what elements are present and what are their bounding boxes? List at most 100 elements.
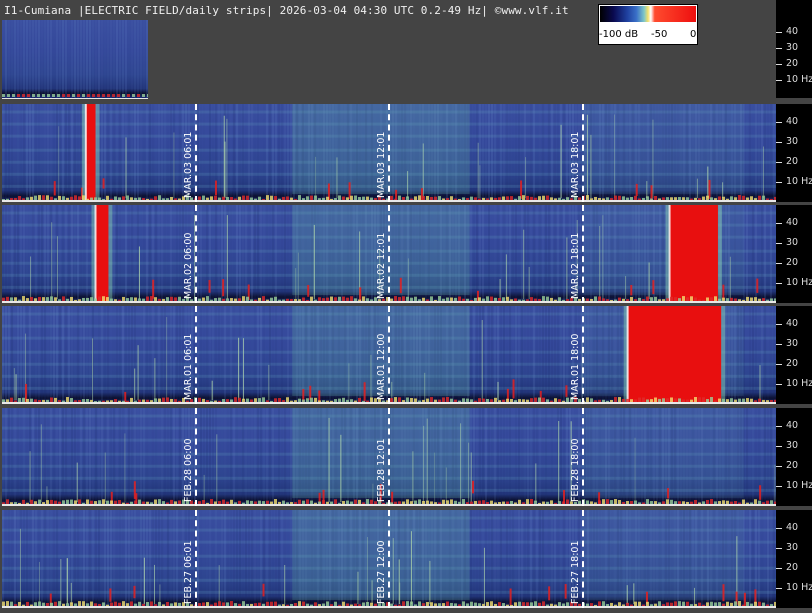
- baseline-noise: [42, 602, 45, 607]
- texture-streak: [674, 510, 676, 608]
- baseline-noise: [642, 197, 645, 201]
- texture-streak: [440, 408, 442, 506]
- texture-streak: [431, 408, 433, 506]
- baseline-noise: [278, 398, 281, 403]
- texture-streak: [773, 408, 775, 506]
- texture-streak: [92, 205, 94, 303]
- baseline-noise: [666, 602, 669, 607]
- texture-streak: [470, 205, 472, 303]
- texture-streak: [662, 408, 664, 506]
- baseline-noise: [626, 398, 629, 403]
- baseline-noise: [722, 196, 725, 201]
- hour-marker: [194, 306, 199, 404]
- texture-streak: [353, 205, 355, 303]
- baseline-noise: [594, 502, 597, 505]
- texture-streak: [563, 306, 565, 404]
- texture-streak: [14, 20, 16, 98]
- texture-streak: [269, 104, 271, 202]
- baseline-noise: [106, 195, 109, 201]
- baseline-noise: [602, 601, 605, 607]
- baseline-noise: [122, 196, 125, 201]
- red-spike: [262, 583, 265, 597]
- texture-streak: [593, 104, 595, 202]
- baseline-noise: [726, 601, 729, 607]
- texture-streak: [233, 205, 235, 303]
- baseline-noise: [74, 400, 77, 403]
- texture-streak: [488, 104, 490, 202]
- baseline-noise: [117, 94, 120, 97]
- texture-streak: [254, 104, 256, 202]
- baseline-noise: [466, 603, 469, 607]
- texture-streak: [80, 306, 82, 404]
- texture-streak: [107, 510, 109, 608]
- baseline-noise: [446, 500, 449, 505]
- baseline-noise: [682, 399, 685, 403]
- texture-streak: [644, 510, 646, 608]
- texture-streak: [131, 306, 133, 404]
- baseline-noise: [682, 296, 685, 302]
- baseline-noise: [126, 298, 129, 302]
- baseline-noise: [394, 296, 397, 302]
- baseline-noise: [438, 399, 441, 403]
- baseline-noise: [346, 500, 349, 505]
- texture-streak: [119, 104, 121, 202]
- texture-streak: [269, 306, 271, 404]
- baseline-noise: [434, 299, 437, 302]
- texture-streak: [386, 104, 388, 202]
- texture-streak: [542, 104, 544, 202]
- baseline-noise: [330, 296, 333, 302]
- texture-streak: [617, 104, 619, 202]
- baseline-noise: [518, 196, 521, 201]
- baseline-noise: [386, 602, 389, 607]
- impulse-burst: [60, 559, 62, 604]
- texture-streak: [5, 104, 7, 202]
- baseline-noise: [126, 603, 129, 607]
- texture-streak: [584, 306, 586, 404]
- texture-streak: [743, 104, 745, 202]
- time-label: MAR.03 06:01: [182, 131, 194, 198]
- baseline-noise: [134, 197, 137, 201]
- texture-streak: [272, 510, 274, 608]
- texture-streak: [545, 104, 547, 202]
- current-day-baseline: [2, 98, 148, 99]
- baseline-noise: [62, 296, 65, 302]
- texture-streak: [128, 306, 130, 404]
- baseline-noise: [330, 604, 333, 607]
- texture-streak: [113, 306, 115, 404]
- texture-streak: [545, 510, 547, 608]
- impulse-burst: [124, 433, 126, 502]
- baseline-noise: [770, 500, 773, 505]
- texture-streak: [20, 510, 22, 608]
- red-spike: [509, 588, 512, 606]
- texture-streak: [125, 408, 127, 506]
- baseline-noise: [314, 195, 317, 201]
- texture-streak: [365, 306, 367, 404]
- baseline-noise: [130, 197, 133, 201]
- texture-streak: [437, 205, 439, 303]
- impulse-burst: [359, 231, 361, 299]
- current-day-strip: [2, 20, 148, 98]
- texture-streak: [68, 205, 70, 303]
- impulse-burst: [470, 452, 472, 502]
- texture-streak: [485, 306, 487, 404]
- baseline-noise: [506, 604, 509, 607]
- baseline-noise: [682, 501, 685, 505]
- texture-streak: [281, 510, 283, 608]
- strong-event: [627, 306, 722, 404]
- texture-streak: [230, 104, 232, 202]
- texture-streak: [5, 408, 7, 506]
- texture-streak: [125, 510, 127, 608]
- baseline-noise: [318, 297, 321, 302]
- texture-streak: [575, 205, 577, 303]
- red-spike: [25, 383, 28, 403]
- texture-streak: [182, 510, 184, 608]
- baseline-noise: [90, 297, 93, 302]
- texture-streak: [107, 104, 109, 202]
- texture-streak: [497, 510, 499, 608]
- texture-streak: [341, 510, 343, 608]
- baseline-noise: [202, 297, 205, 302]
- baseline-noise: [690, 501, 693, 505]
- texture-streak: [233, 510, 235, 608]
- baseline-noise: [762, 502, 765, 505]
- baseline-noise: [434, 502, 437, 505]
